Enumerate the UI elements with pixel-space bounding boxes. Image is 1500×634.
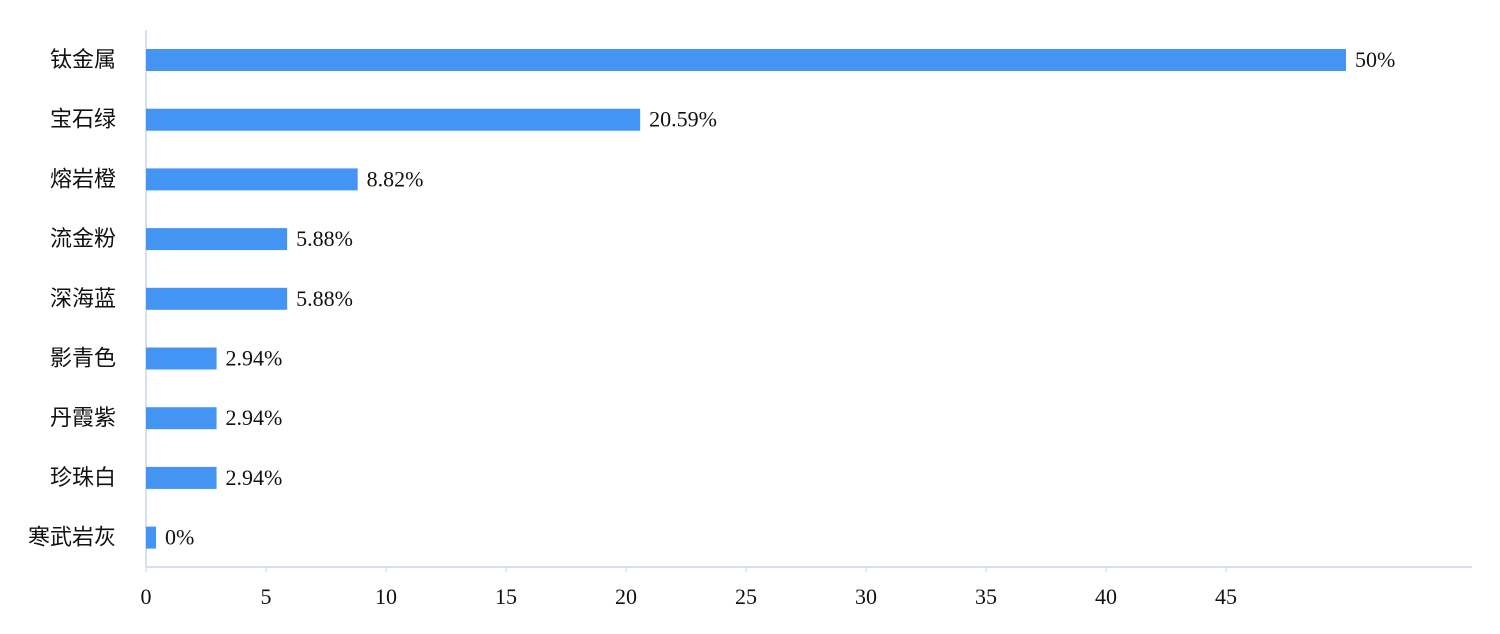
y-tick-label: 影青色 [50, 346, 116, 371]
y-tick-label: 钛金属 [50, 47, 116, 72]
value-label: 50% [1355, 47, 1395, 72]
bar [146, 466, 217, 489]
bar [146, 228, 288, 251]
y-tick-label: 珍珠白 [50, 465, 116, 490]
x-tick-label: 15 [495, 584, 517, 609]
x-tick-label: 10 [375, 584, 397, 609]
bar [146, 347, 217, 370]
value-label: 5.88% [296, 226, 353, 251]
value-label: 2.94% [226, 346, 283, 371]
x-tick-label: 40 [1095, 584, 1117, 609]
x-tick-label: 0 [141, 584, 152, 609]
value-label: 20.59% [649, 107, 717, 132]
bar [146, 526, 156, 549]
y-tick-label: 深海蓝 [50, 286, 116, 311]
value-label: 0% [165, 525, 194, 550]
bar [146, 287, 288, 310]
value-label: 2.94% [226, 465, 283, 490]
bar [146, 108, 641, 131]
x-tick-label: 20 [615, 584, 637, 609]
bar [146, 407, 217, 430]
value-label: 5.88% [296, 286, 353, 311]
y-tick-label: 熔岩橙 [50, 166, 116, 191]
bar [146, 168, 358, 191]
x-tick-label: 35 [975, 584, 997, 609]
y-tick-label: 宝石绿 [50, 107, 116, 132]
value-label: 8.82% [367, 166, 424, 191]
x-tick-label: 30 [855, 584, 877, 609]
x-tick-label: 5 [261, 584, 272, 609]
x-tick-label: 25 [735, 584, 757, 609]
value-label: 2.94% [226, 405, 283, 430]
bar [146, 49, 1346, 71]
y-tick-label: 丹霞紫 [50, 405, 116, 430]
y-tick-label: 流金粉 [50, 226, 116, 251]
x-tick-label: 45 [1215, 584, 1237, 609]
y-tick-label: 寒武岩灰 [28, 525, 116, 550]
